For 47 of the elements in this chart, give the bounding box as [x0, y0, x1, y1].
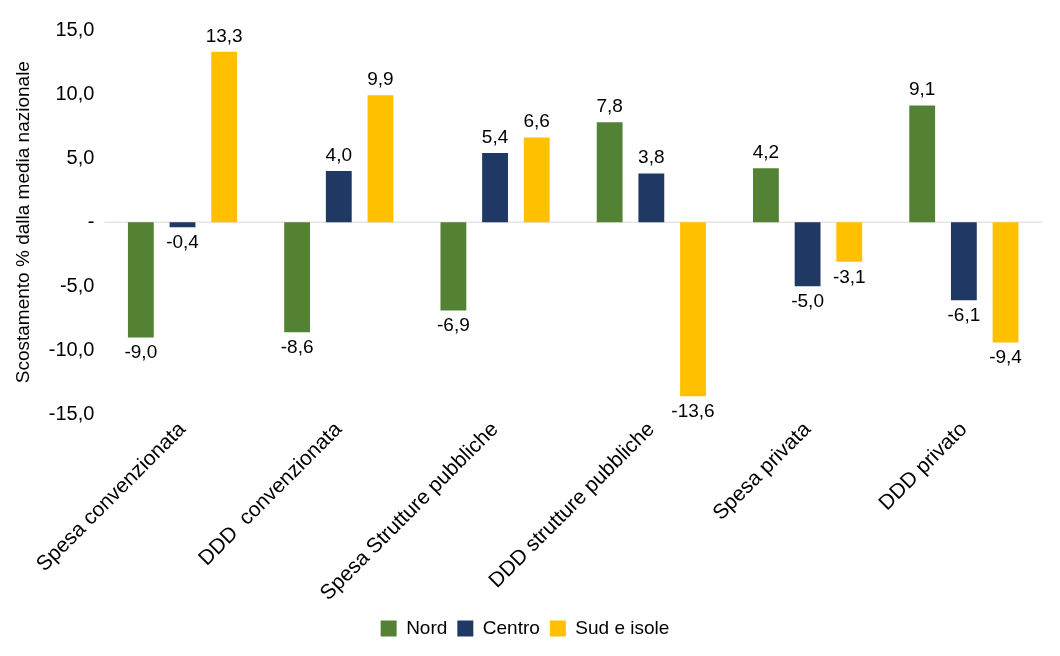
y-tick-label: 15,0 [55, 17, 95, 40]
bar [992, 222, 1019, 343]
legend-label: Nord [406, 616, 448, 638]
data-label: 9,9 [367, 68, 394, 90]
y-tick-label: - [87, 209, 95, 232]
y-tick-label: -15,0 [48, 401, 95, 424]
data-label: -3,1 [832, 265, 866, 287]
bar [753, 168, 779, 223]
bar [325, 170, 352, 223]
data-label: -8,6 [280, 336, 314, 358]
bar [596, 122, 623, 223]
bar [367, 95, 394, 223]
y-tick-label: -10,0 [48, 337, 95, 360]
y-axis-title: Scostamento % dalla media nazionale [11, 61, 33, 384]
bar [950, 222, 977, 301]
data-label: -9,0 [124, 341, 158, 363]
bar [169, 222, 196, 228]
y-tick-label: 10,0 [55, 81, 95, 104]
bar [909, 105, 936, 223]
legend-label: Centro [482, 616, 540, 638]
bar [211, 51, 238, 223]
data-label: 5,4 [481, 125, 509, 147]
bar [523, 137, 550, 223]
data-label: 13,3 [205, 24, 243, 46]
bar [794, 222, 821, 287]
data-label: 7,8 [596, 94, 623, 116]
bar [680, 222, 706, 397]
data-label: -5,0 [791, 289, 824, 311]
bar [638, 173, 665, 223]
data-label: 9,1 [908, 78, 936, 100]
bar [440, 222, 467, 311]
y-tick-label: 5,0 [66, 145, 95, 168]
legend-label: Sud e isole [575, 616, 670, 638]
data-label: -9,4 [989, 346, 1023, 368]
bar [127, 222, 154, 338]
data-label: -6,9 [437, 314, 470, 336]
data-label: -13,6 [671, 400, 715, 422]
data-label: -6,1 [947, 304, 981, 326]
data-label: 3,8 [638, 146, 665, 168]
bar [482, 152, 508, 223]
bar [284, 222, 311, 333]
data-label: 4,2 [752, 141, 780, 163]
bar [836, 222, 863, 262]
y-tick-label: -5,0 [59, 273, 95, 296]
data-label: 6,6 [523, 110, 550, 132]
data-label: 4,0 [325, 143, 352, 165]
data-label: -0,4 [166, 231, 200, 253]
